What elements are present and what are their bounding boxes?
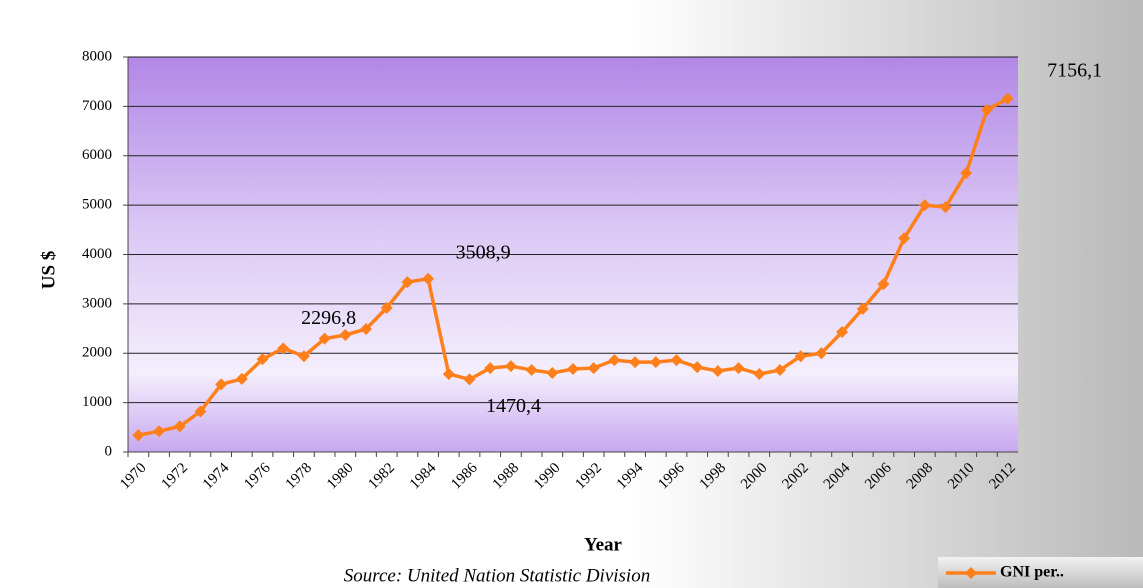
marker	[318, 332, 331, 345]
marker	[173, 420, 186, 433]
marker	[711, 365, 724, 378]
marker	[980, 103, 993, 116]
marker	[153, 425, 166, 438]
marker	[442, 367, 455, 380]
marker	[753, 367, 766, 380]
marker	[898, 232, 911, 245]
marker	[608, 354, 621, 367]
y-tick-label: 4000	[82, 246, 112, 262]
x-axis-label: Year	[584, 534, 623, 555]
y-tick-label: 0	[105, 443, 113, 459]
marker	[939, 201, 952, 214]
marker	[856, 302, 869, 315]
y-tick-label: 8000	[82, 48, 112, 64]
marker	[546, 367, 559, 379]
marker	[297, 350, 310, 363]
marker	[360, 323, 373, 336]
marker	[732, 362, 745, 375]
marker	[256, 353, 269, 366]
legend-marker	[965, 567, 977, 579]
marker	[1001, 92, 1014, 105]
y-tick-label: 7000	[82, 98, 112, 114]
marker	[877, 278, 890, 291]
marker	[567, 363, 579, 376]
y-tick-label: 6000	[82, 147, 112, 163]
marker	[587, 362, 600, 375]
legend-label: GNI per..	[1000, 564, 1064, 581]
marker	[918, 199, 931, 212]
y-tick-label: 2000	[82, 345, 112, 361]
marker	[794, 350, 807, 363]
marker	[235, 372, 248, 385]
marker	[525, 364, 538, 377]
marker	[815, 347, 828, 360]
marker	[484, 362, 497, 375]
value-label: 2296,8	[301, 307, 356, 329]
marker	[380, 301, 393, 314]
y-axis-label: US $	[38, 251, 59, 290]
marker	[773, 364, 786, 377]
marker	[194, 405, 207, 418]
y-tick-label: 1000	[82, 394, 112, 410]
value-label: 1470,4	[486, 395, 541, 417]
marker	[649, 356, 662, 369]
marker	[215, 378, 228, 391]
marker	[277, 342, 290, 355]
marker	[629, 356, 642, 369]
marker	[132, 429, 145, 442]
marker	[504, 360, 517, 373]
marker	[339, 328, 352, 341]
value-label: 3508,9	[456, 241, 511, 263]
marker	[960, 167, 973, 180]
source: Source: United Nation Statistic Division	[344, 565, 650, 586]
y-tick-label: 3000	[82, 295, 112, 311]
marker	[670, 354, 683, 367]
value-label: 7156,1	[1047, 59, 1102, 81]
marker	[463, 373, 476, 386]
marker	[836, 326, 849, 339]
y-tick-label: 5000	[82, 197, 112, 213]
marker	[422, 272, 435, 285]
marker	[691, 361, 704, 374]
marker	[401, 276, 414, 289]
